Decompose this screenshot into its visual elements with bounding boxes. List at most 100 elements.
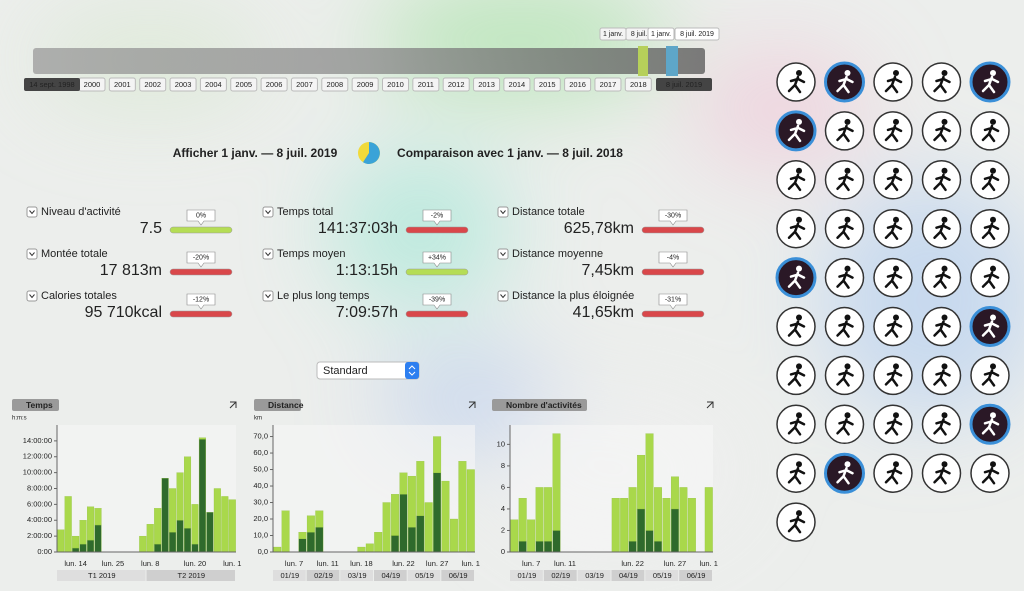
disclosure-button[interactable] [497,206,509,218]
sport-glyph-head [844,461,851,468]
change-badge [658,293,688,310]
x-tick-label: lun. 14 [64,559,87,568]
stat-label: Distance la plus éloignée [512,290,634,302]
sport-glyph-body [884,320,903,338]
bar-segment [407,475,416,528]
year-box[interactable] [260,77,288,92]
year-label: 2014 [509,80,526,89]
stat-value: 17 813m [100,262,162,279]
y-tick-label: 30,0 [253,498,268,507]
stat-label: Calories totales [41,290,117,302]
change-bar [169,268,233,276]
group-strip [611,570,645,581]
sport-glyph-body [787,222,806,240]
year-box[interactable] [290,77,318,92]
x-tick-label: lun. 18 [350,559,373,568]
sport-glyph-head [844,167,851,174]
disclosure-button[interactable] [26,290,38,302]
group-strip [273,570,306,581]
sport-glyph-body [836,418,854,436]
year-box[interactable] [503,77,531,92]
year-box[interactable] [351,77,379,92]
sport-glyph-head [844,70,851,76]
expand-icon[interactable] [468,401,476,409]
sport-glyph-head [796,216,802,223]
disclosure-button[interactable] [26,206,38,218]
year-box[interactable] [442,77,470,92]
disclosure-button[interactable] [497,290,509,302]
year-box[interactable] [624,77,652,92]
bar-segment [670,476,679,510]
date-label: 14 sept. 1998 [29,80,74,89]
disclosure-button[interactable] [262,290,274,302]
bar-segment [154,543,162,553]
sport-glyph-head [844,314,851,321]
year-box[interactable] [108,77,136,92]
year-box[interactable] [473,77,501,92]
sport-glyph-head [990,412,996,419]
chart-title-tab [12,399,59,411]
year-box[interactable] [412,77,440,92]
sport-glyph-body [981,75,1000,94]
sport-glyph-body [884,369,903,387]
disclosure-button[interactable] [262,248,274,260]
year-box[interactable] [199,77,227,92]
group-label: 02/19 [551,571,570,580]
expand-icon[interactable] [229,401,237,409]
y-tick-label: 6:00:00 [27,499,52,508]
disclosure-button[interactable] [497,248,509,260]
change-badge [658,251,688,268]
dropdown[interactable]: Standard [316,361,420,380]
change-bar [405,310,469,318]
year-label: 2008 [326,80,343,89]
x-tick-label: lun. 11 [317,559,339,568]
plot-area [273,425,475,552]
bar-segment [213,488,221,553]
plot-area [57,425,236,552]
year-box[interactable] [169,77,197,92]
year-box[interactable] [594,77,622,92]
change-label: -20% [193,254,209,261]
year-box[interactable] [139,77,167,92]
year-label: 2000 [84,80,101,89]
disclosure-arrow [265,252,271,257]
selected-range[interactable] [666,46,678,76]
group-strip [306,570,340,581]
bar-segment [552,530,561,553]
y-tick-label: 4:00:00 [27,515,52,524]
disclosure-button[interactable] [262,206,274,218]
y-tick-label: 8 [501,461,505,470]
year-label: 2015 [539,80,556,89]
sport-glyph-head [796,363,802,370]
disclosure-arrow [265,294,271,299]
year-box[interactable] [230,77,258,92]
stat-label: Distance moyenne [512,248,603,260]
x-tick-label: lun. 1 [223,559,241,568]
expand-icon[interactable] [706,401,714,409]
group-strip [340,570,373,581]
compare-range[interactable] [638,46,648,76]
sport-glyph-body [933,369,951,387]
x-tick-label: lun. 27 [664,559,687,568]
year-box[interactable] [564,77,592,92]
group-strip [577,570,611,581]
sport-glyph-body [836,222,854,240]
year-box[interactable] [533,77,561,92]
stat-value: 7:09:57h [336,304,398,321]
marker-label: 8 juil. 2019 [680,31,714,38]
bar-segment [184,528,192,553]
bar-segment [628,487,637,542]
bar-segment [176,472,184,521]
year-box[interactable] [321,77,349,92]
timeline-track[interactable] [33,48,705,74]
disclosure-button[interactable] [26,248,38,260]
bar-segment [391,535,399,553]
y-tick-label: 6 [501,482,505,491]
year-box[interactable] [382,77,409,92]
change-bar [405,268,469,276]
change-label: +34% [428,254,446,261]
marker-label: 1 janv. [651,31,671,38]
group-label: 01/19 [518,571,537,580]
sport-glyph-body [836,271,854,289]
marker-label: 1 janv. [603,31,623,38]
